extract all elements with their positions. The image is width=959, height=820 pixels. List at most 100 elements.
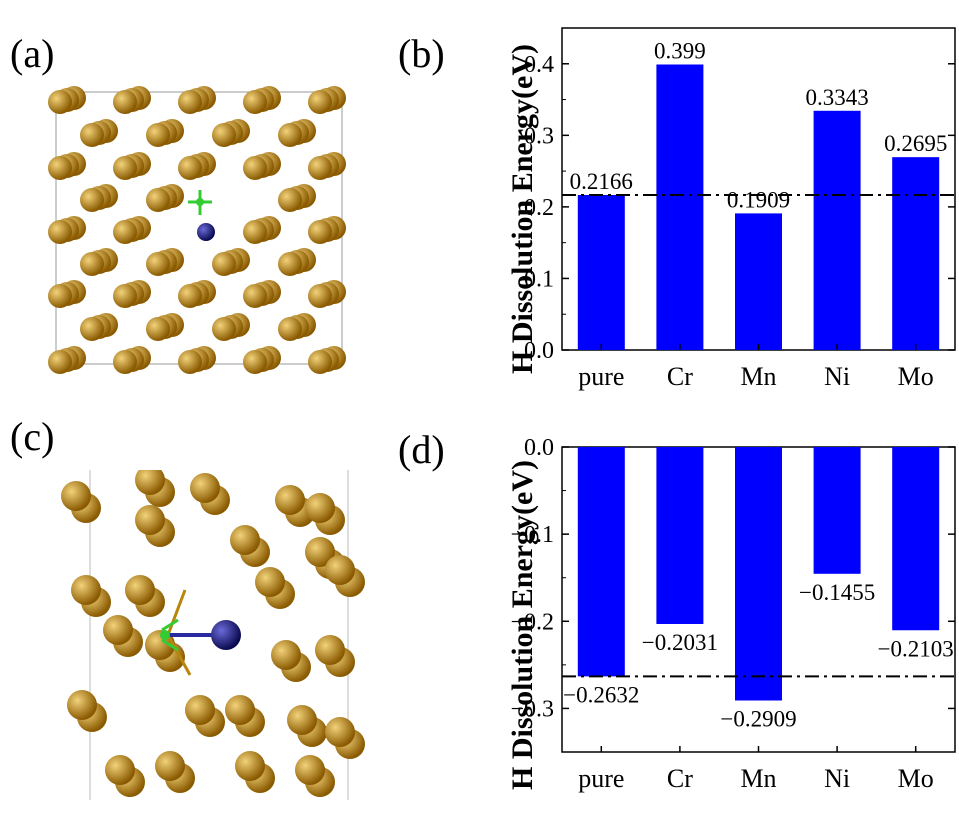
h-atom <box>197 223 215 241</box>
panel-label-c: (c) <box>10 414 55 459</box>
fe-atom <box>308 220 332 244</box>
fe-atom <box>235 751 265 781</box>
fe-atom <box>278 317 302 341</box>
fe-atom <box>308 350 332 374</box>
x-tick-label-b: Mo <box>898 362 934 391</box>
y-axis-label-b: H Dissolution Energy(eV) <box>506 44 539 374</box>
bar-mo-b <box>892 157 940 350</box>
fe-atom <box>230 525 260 555</box>
fe-atom <box>243 350 267 374</box>
fe-atom <box>225 695 255 725</box>
fe-atom <box>178 350 202 374</box>
fe-atom <box>255 567 285 597</box>
fe-atom <box>308 284 332 308</box>
fe-atom <box>146 317 170 341</box>
x-tick-label-b: Cr <box>667 362 693 391</box>
panel-label-a: (a) <box>10 31 55 76</box>
data-label-cr-d: −0.2031 <box>642 630 718 655</box>
fe-atom <box>212 252 236 276</box>
fe-atom <box>243 156 267 180</box>
data-label-ni-b: 0.3343 <box>805 85 868 110</box>
x-tick-label-b: Mn <box>740 362 776 391</box>
fe-atom <box>278 123 302 147</box>
x-tick-label-d: Mo <box>898 764 934 793</box>
chart-b: 0.00.10.20.30.4pure0.2166Cr0.399Mn0.1909… <box>524 27 956 391</box>
bond-center <box>196 198 204 206</box>
x-tick-label-b: Ni <box>824 362 850 391</box>
bar-pure-d <box>577 447 625 677</box>
fe-atom <box>325 555 355 585</box>
fe-atom <box>113 220 137 244</box>
plot-frame-b <box>561 27 956 351</box>
bar-mn-b <box>735 213 782 350</box>
fe-atom <box>243 220 267 244</box>
fe-atom <box>48 220 72 244</box>
fe-atom <box>71 575 101 605</box>
fe-atom <box>80 252 104 276</box>
fe-atom <box>125 575 155 605</box>
fe-atom <box>278 252 302 276</box>
fe-atom <box>178 284 202 308</box>
fe-atom <box>146 252 170 276</box>
data-label-cr-b: 0.399 <box>654 38 706 63</box>
x-tick-label-d: Ni <box>824 764 850 793</box>
h-atom <box>211 620 241 650</box>
fe-atom <box>80 123 104 147</box>
fe-atom <box>113 284 137 308</box>
fe-atom <box>155 751 185 781</box>
fe-atom <box>308 90 332 114</box>
chart-d: 0.0−0.1−0.2−0.3pure−0.2632Cr−0.2031Mn−0.… <box>510 435 956 793</box>
data-label-mo-b: 0.2695 <box>884 131 947 156</box>
fe-atom <box>135 470 165 495</box>
data-label-pure-d: −0.2632 <box>563 682 639 707</box>
fe-atom <box>48 350 72 374</box>
bar-cr-d <box>656 447 704 624</box>
fe-atom <box>243 284 267 308</box>
y-axis-label-d: H Dissolution Energy(eV) <box>506 460 539 790</box>
fe-atom <box>305 493 335 523</box>
data-label-ni-d: −0.1455 <box>799 580 875 605</box>
crystal-structure-c <box>61 470 365 800</box>
fe-atom <box>287 705 317 735</box>
x-tick-label-d: Mn <box>740 764 776 793</box>
bond <box>161 638 179 652</box>
data-label-mo-d: −0.2103 <box>878 636 954 661</box>
panel-label-b: (b) <box>398 31 445 76</box>
fe-atom <box>325 717 355 747</box>
data-label-pure-b: 0.2166 <box>570 169 633 194</box>
fe-atom <box>61 481 91 511</box>
fe-atom <box>185 695 215 725</box>
fe-atom <box>275 485 305 515</box>
fe-atom <box>271 640 301 670</box>
x-tick-label-b: pure <box>578 362 624 391</box>
bar-mo-d <box>892 447 940 631</box>
fe-atom <box>105 755 135 785</box>
fe-atom <box>146 188 170 212</box>
bar-cr-b <box>656 64 704 350</box>
fe-atom <box>48 156 72 180</box>
fe-atom <box>103 615 133 645</box>
fe-atom <box>315 635 345 665</box>
fe-atom <box>212 317 236 341</box>
fe-atom <box>67 690 97 720</box>
fe-atom <box>308 156 332 180</box>
fe-atom <box>178 90 202 114</box>
bond <box>166 589 187 636</box>
fe-atom <box>80 188 104 212</box>
x-tick-label-d: Cr <box>667 764 693 793</box>
bar-ni-b <box>813 110 861 350</box>
data-label-mn-b: 0.1909 <box>727 187 790 212</box>
fe-atom <box>80 317 104 341</box>
x-tick-label-d: pure <box>578 764 624 793</box>
fe-atom <box>113 156 137 180</box>
fe-atom <box>48 90 72 114</box>
bar-pure-b <box>577 195 625 350</box>
fe-atom <box>295 755 325 785</box>
fe-atom <box>190 473 220 503</box>
bond <box>161 618 179 632</box>
fe-atom <box>113 90 137 114</box>
crystal-structure-a <box>48 86 346 374</box>
fe-atom <box>212 123 236 147</box>
bond-center <box>160 630 170 640</box>
data-label-mn-d: −0.2909 <box>720 706 796 731</box>
